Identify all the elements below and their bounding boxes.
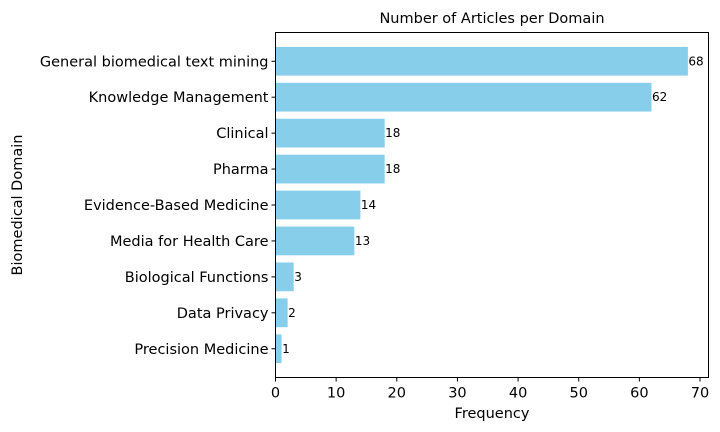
bar-value-label-0: 68 (688, 54, 703, 68)
category-label-5: Media for Health Care (110, 234, 269, 250)
bar-value-label-2: 18 (385, 126, 400, 140)
x-tick-label-6: 60 (630, 386, 648, 402)
bar-0 (275, 46, 688, 76)
bar-1 (275, 82, 652, 112)
y-axis-label: Biomedical Domain (10, 135, 26, 276)
bar-value-label-4: 14 (361, 198, 376, 212)
bar-value-label-6: 3 (294, 270, 302, 284)
bar-value-label-3: 18 (385, 162, 400, 176)
chart-title: Number of Articles per Domain (379, 11, 604, 27)
x-tick-label-7: 70 (691, 386, 709, 402)
category-label-3: Pharma (213, 162, 269, 178)
category-label-6: Biological Functions (125, 270, 269, 286)
bars-layer (275, 46, 688, 364)
category-label-2: Clinical (216, 126, 268, 142)
x-tick-label-0: 0 (271, 386, 280, 402)
bar-6 (275, 262, 294, 292)
x-tick-label-4: 40 (509, 386, 527, 402)
x-tick-label-2: 20 (388, 386, 406, 402)
bar-3 (275, 154, 385, 184)
category-label-4: Evidence-Based Medicine (84, 198, 269, 214)
plot-frame (275, 32, 709, 378)
category-label-7: Data Privacy (177, 306, 269, 322)
bar-value-label-1: 62 (652, 90, 667, 104)
bar-2 (275, 118, 385, 148)
x-axis-label: Frequency (455, 406, 530, 422)
x-ticks-layer: 0 10 20 30 40 50 60 70 (271, 377, 709, 402)
bar-value-label-5: 13 (355, 234, 370, 248)
bar-4 (275, 190, 361, 220)
category-label-1: Knowledge Management (89, 90, 269, 106)
category-label-0: General biomedical text mining (40, 54, 269, 70)
bar-5 (275, 226, 355, 256)
bar-8 (275, 334, 282, 364)
x-tick-label-1: 10 (327, 386, 345, 402)
bar-7 (275, 298, 288, 328)
category-labels-layer: General biomedical text mining Knowledge … (40, 54, 276, 358)
x-tick-label-5: 50 (569, 386, 587, 402)
bar-value-label-7: 2 (288, 306, 296, 320)
category-label-8: Precision Medicine (134, 342, 268, 358)
bar-value-label-8: 1 (282, 342, 290, 356)
x-tick-label-3: 30 (448, 386, 466, 402)
value-labels-layer: 68 62 18 18 14 13 3 2 1 (282, 54, 704, 356)
